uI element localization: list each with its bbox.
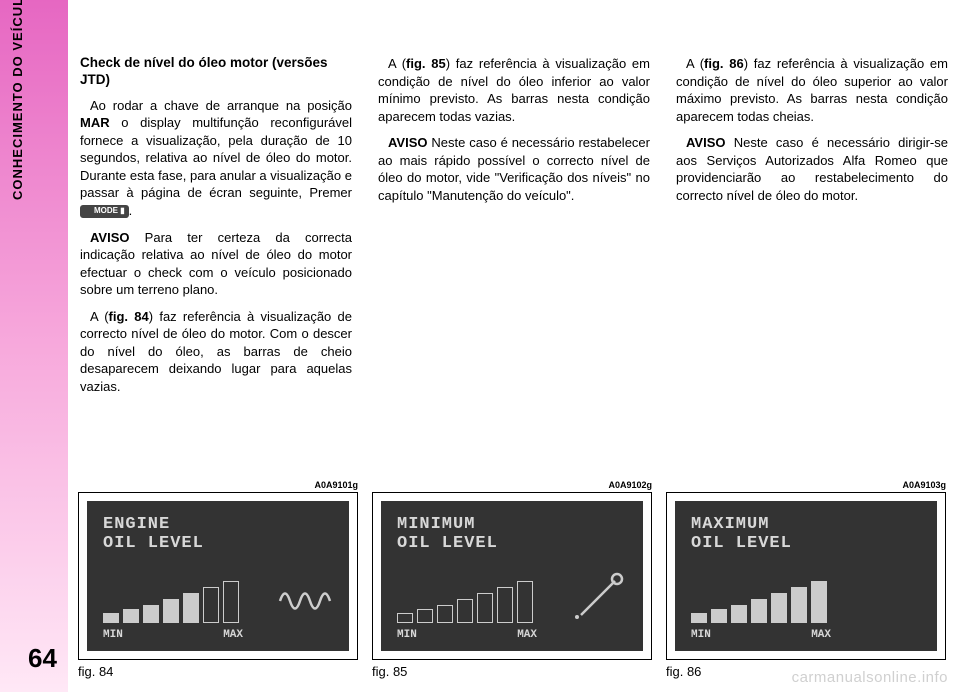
figure-row: A0A9101g ENGINE OIL LEVEL MIN MAX fig. 8… (78, 480, 946, 679)
fig86-line1: MAXIMUM (691, 515, 921, 534)
level-bar (731, 605, 747, 623)
text-columns: Check de nível do óleo motor (versões JT… (80, 55, 950, 405)
col2-p1: A (fig. 85) faz referência à visualizaçã… (378, 55, 650, 125)
column-3: A (fig. 86) faz referência à visualizaçã… (676, 55, 948, 405)
level-bar (751, 599, 767, 623)
figure-85: A0A9102g MINIMUM OIL LEVEL MIN MAX (372, 480, 652, 679)
level-bar (123, 609, 139, 623)
fig86-display: MAXIMUM OIL LEVEL MIN MAX (666, 492, 946, 660)
level-bar (417, 609, 433, 623)
fig86-minmax: MIN MAX (691, 629, 831, 641)
level-bar (143, 605, 159, 623)
figure-86: A0A9103g MAXIMUM OIL LEVEL MIN MAX fig. … (666, 480, 946, 679)
sidebar: CONHECIMENTO DO VEÍCULO 64 (0, 0, 68, 692)
fig86-bars (691, 581, 827, 623)
level-bar (771, 593, 787, 623)
fig84-bars (103, 581, 239, 623)
level-bar (103, 613, 119, 623)
fig84-min: MIN (103, 629, 123, 641)
col3-p1: A (fig. 86) faz referência à visualizaçã… (676, 55, 948, 125)
level-bar (811, 581, 827, 623)
fig85-bars (397, 581, 533, 623)
column-2: A (fig. 85) faz referência à visualizaçã… (378, 55, 650, 405)
level-bar (457, 599, 473, 623)
level-bar (437, 605, 453, 623)
level-bar (183, 593, 199, 623)
col3-p2: AVISO Neste caso é necessário dirigir-se… (676, 134, 948, 204)
content: Check de nível do óleo motor (versões JT… (80, 55, 950, 405)
fig85-screen: MINIMUM OIL LEVEL MIN MAX (381, 501, 643, 651)
level-bar (711, 609, 727, 623)
fig86-code: A0A9103g (666, 480, 946, 490)
fig85-minmax: MIN MAX (397, 629, 537, 641)
col1-p1: Ao rodar a chave de arranque na posição … (80, 97, 352, 220)
level-bar (163, 599, 179, 623)
fig85-max: MAX (517, 629, 537, 641)
fig85-code: A0A9102g (372, 480, 652, 490)
fig84-screen: ENGINE OIL LEVEL MIN MAX (87, 501, 349, 651)
col1-p2: AVISO Para ter certeza da correcta indic… (80, 229, 352, 299)
level-bar (397, 613, 413, 623)
fig86-screen: MAXIMUM OIL LEVEL MIN MAX (675, 501, 937, 651)
level-bar (203, 587, 219, 623)
level-bar (517, 581, 533, 623)
watermark: carmanualsonline.info (792, 669, 948, 686)
col2-p2: AVISO Neste caso é necessário restabelec… (378, 134, 650, 204)
fig84-minmax: MIN MAX (103, 629, 243, 641)
level-bar (477, 593, 493, 623)
col1-heading: Check de nível do óleo motor (versões JT… (80, 55, 352, 89)
fig85-caption: fig. 85 (372, 664, 652, 679)
fig84-line2: OIL LEVEL (103, 534, 333, 553)
level-bar (691, 613, 707, 623)
level-bar (223, 581, 239, 623)
dipstick-icon (569, 571, 629, 621)
mode-button-icon: MODE ▮ (80, 205, 129, 218)
fig84-display: ENGINE OIL LEVEL MIN MAX (78, 492, 358, 660)
fig84-code: A0A9101g (78, 480, 358, 490)
fig86-line2: OIL LEVEL (691, 534, 921, 553)
fig85-min: MIN (397, 629, 417, 641)
fig86-max: MAX (811, 629, 831, 641)
figure-84: A0A9101g ENGINE OIL LEVEL MIN MAX fig. 8… (78, 480, 358, 679)
fig86-min: MIN (691, 629, 711, 641)
fig84-max: MAX (223, 629, 243, 641)
sidebar-label: CONHECIMENTO DO VEÍCULO (10, 0, 25, 200)
level-bar (497, 587, 513, 623)
level-bar (791, 587, 807, 623)
fig84-line1: ENGINE (103, 515, 333, 534)
page-number: 64 (28, 643, 57, 674)
fig84-caption: fig. 84 (78, 664, 358, 679)
fig85-line1: MINIMUM (397, 515, 627, 534)
spring-icon (275, 571, 335, 621)
fig85-line2: OIL LEVEL (397, 534, 627, 553)
column-1: Check de nível do óleo motor (versões JT… (80, 55, 352, 405)
col1-p3: A (fig. 84) faz referência à visualizaçã… (80, 308, 352, 396)
fig85-display: MINIMUM OIL LEVEL MIN MAX (372, 492, 652, 660)
